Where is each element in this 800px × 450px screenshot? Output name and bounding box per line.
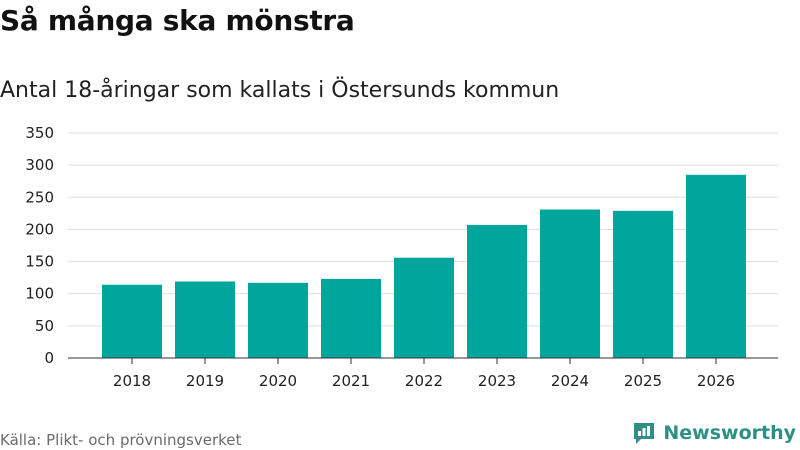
x-tick-label-2024: 2024	[551, 372, 589, 390]
bars	[102, 174, 746, 358]
bar-2019	[175, 281, 235, 358]
y-tick-label-0: 0	[44, 349, 54, 367]
bar-2021	[321, 278, 381, 358]
x-tick-label-2018: 2018	[113, 372, 151, 390]
x-axis-ticks: 2018 2019 2020 2021 2022 2023 2024 2025 2026	[113, 358, 735, 390]
y-tick-label-250: 250	[25, 188, 54, 206]
y-tick-label-200: 200	[25, 220, 54, 238]
chart-title: Så många ska mönstra	[0, 4, 355, 37]
bar-2024	[540, 209, 600, 358]
bar-2018	[102, 284, 162, 358]
x-tick-label-2019: 2019	[186, 372, 224, 390]
brand-name: Newsworthy	[663, 422, 796, 444]
x-tick-label-2025: 2025	[624, 372, 662, 390]
chart-subtitle: Antal 18-åringar som kallats i Östersund…	[0, 78, 560, 103]
y-tick-label-150: 150	[25, 253, 54, 271]
bar-2022	[394, 257, 454, 358]
bar-2020	[248, 282, 308, 358]
x-tick-label-2020: 2020	[259, 372, 297, 390]
bar-2023	[467, 224, 527, 358]
bar-2025	[613, 210, 673, 358]
brand: Newsworthy	[631, 420, 796, 446]
x-tick-label-2021: 2021	[332, 372, 370, 390]
source-note: Källa: Plikt- och prövningsverket	[0, 431, 242, 449]
newsworthy-logo-icon	[634, 423, 655, 444]
y-tick-label-50: 50	[35, 317, 54, 335]
y-axis-ticks: 0 50 100 150 200 250 300 350	[25, 124, 54, 367]
x-tick-label-2023: 2023	[478, 372, 516, 390]
y-tick-label-300: 300	[25, 156, 54, 174]
x-tick-label-2022: 2022	[405, 372, 443, 390]
x-tick-label-2026: 2026	[697, 372, 735, 390]
y-tick-label-100: 100	[25, 285, 54, 303]
bar-2026	[686, 174, 746, 358]
y-tick-label-350: 350	[25, 124, 54, 142]
